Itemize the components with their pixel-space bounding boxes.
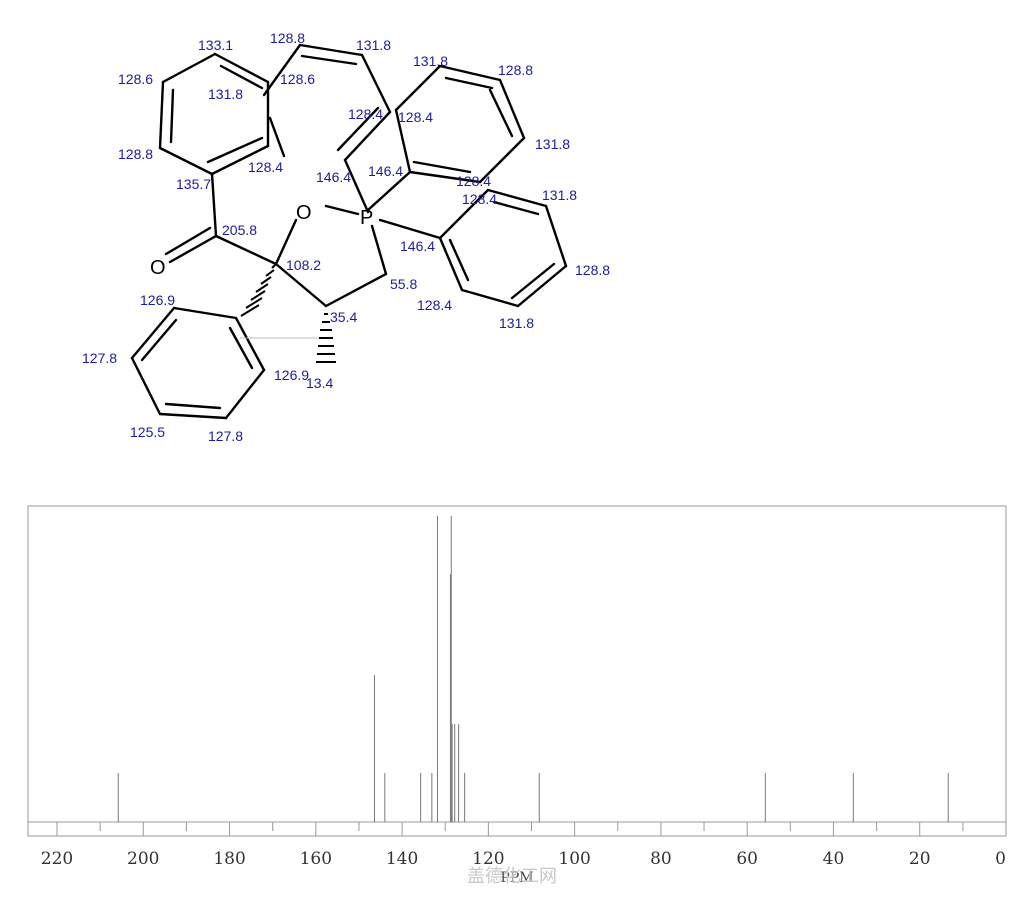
shift-label: 128.4	[348, 106, 383, 122]
shift-labels: 133.1 128.8 131.8 128.6 131.8 128.6 131.…	[82, 30, 610, 444]
shift-label: 133.1	[198, 37, 233, 53]
plot-frame	[27, 505, 1007, 837]
phenyl-ring-1	[394, 64, 526, 184]
carbonyl-group	[164, 172, 278, 266]
shift-label: 128.8	[118, 146, 153, 162]
watermark-text: 盖德化工网	[467, 866, 557, 887]
x-axis-title: PPM	[500, 870, 533, 886]
ring-oxygen-atom: O	[296, 202, 312, 224]
shift-label: 127.8	[82, 350, 117, 366]
shift-label: 128.6	[280, 71, 315, 87]
peak-group	[117, 516, 949, 822]
shift-label: 131.8	[499, 315, 534, 331]
tick-label-140: 140	[386, 849, 418, 869]
benzoyl-ring	[158, 52, 270, 176]
phosphorus-atom: P	[360, 207, 373, 229]
shift-label: 131.8	[413, 53, 448, 69]
shift-label: 205.8	[222, 222, 257, 238]
shift-label: 131.8	[356, 37, 391, 53]
x-axis-tick-labels: 220 200 180 160 140 120 100 80 60 40 20 0	[41, 849, 1006, 869]
shift-label: 128.8	[270, 30, 305, 46]
oxaphospholane-ring	[274, 204, 388, 308]
tick-label-40: 40	[823, 849, 845, 869]
shift-label: 126.9	[140, 292, 175, 308]
tick-label-220: 220	[41, 849, 73, 869]
shift-label: 131.8	[208, 86, 243, 102]
shift-label: 146.4	[368, 163, 403, 179]
shift-label: 146.4	[400, 238, 435, 254]
tick-label-100: 100	[558, 849, 590, 869]
tick-label-120: 120	[472, 849, 504, 869]
shift-label: 128.6	[118, 71, 153, 87]
shift-label: 128.4	[417, 297, 452, 313]
carbonyl-oxygen-atom: O	[150, 257, 166, 279]
molecule-structure: O P O 133.1 128.8 131.8 128.6 131.8 128.…	[82, 30, 610, 444]
shift-label: 127.8	[208, 428, 243, 444]
hashed-wedge-phenyl	[240, 263, 277, 317]
tick-label-20: 20	[909, 849, 931, 869]
shift-label: 55.8	[390, 276, 417, 292]
shift-label: 146.4	[316, 169, 351, 185]
tick-label-60: 60	[736, 849, 758, 869]
phenyl-ring-2	[438, 188, 568, 308]
shift-label: 128.4	[462, 191, 497, 207]
shift-label: 135.7	[176, 176, 211, 192]
shift-label: 126.9	[274, 367, 309, 383]
shift-label: 13.4	[306, 375, 333, 391]
overlap-fragment	[262, 43, 392, 214]
tick-label-180: 180	[213, 849, 245, 869]
tick-label-0: 0	[995, 849, 1006, 869]
tick-label-200: 200	[127, 849, 159, 869]
x-axis-ticks	[56, 822, 1007, 836]
shift-label: 131.8	[542, 187, 577, 203]
nmr-spectrum-chart: 220 200 180 160 140 120 100 80 60 40 20 0 PPM 盖德化工网	[27, 505, 1007, 887]
shift-label: 128.8	[498, 62, 533, 78]
shift-label: 128.4	[398, 109, 433, 125]
shift-label: 125.5	[130, 424, 165, 440]
shift-label: 131.8	[535, 136, 570, 152]
phenyl-ring-3	[130, 306, 266, 420]
tick-label-80: 80	[650, 849, 672, 869]
shift-label: 35.4	[330, 309, 357, 325]
hashed-wedge-methyl	[316, 313, 336, 363]
shift-label: 128.4	[456, 173, 491, 189]
shift-label: 108.2	[286, 257, 321, 273]
shift-label: 128.4	[248, 159, 283, 175]
shift-label: 128.8	[575, 262, 610, 278]
tick-label-160: 160	[300, 849, 332, 869]
